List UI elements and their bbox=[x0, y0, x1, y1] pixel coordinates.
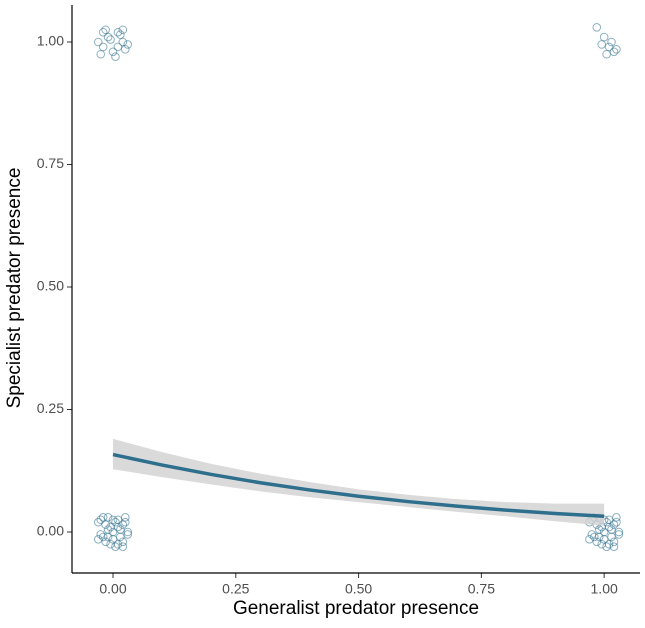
point bbox=[111, 52, 120, 61]
point bbox=[93, 517, 103, 527]
point bbox=[98, 27, 108, 37]
confidence-band bbox=[113, 438, 605, 526]
point bbox=[123, 40, 133, 49]
point bbox=[612, 45, 621, 54]
point bbox=[93, 37, 103, 47]
point bbox=[113, 42, 123, 52]
y-tick-label: 0.00 bbox=[37, 523, 64, 539]
point bbox=[120, 45, 130, 54]
point bbox=[614, 530, 624, 539]
point bbox=[118, 520, 128, 529]
point bbox=[106, 539, 115, 549]
point bbox=[597, 539, 606, 549]
point bbox=[98, 42, 108, 52]
point bbox=[116, 30, 125, 39]
point bbox=[123, 527, 133, 537]
point bbox=[594, 525, 604, 534]
point bbox=[98, 532, 108, 542]
point bbox=[602, 49, 611, 59]
point bbox=[96, 49, 106, 59]
point bbox=[106, 35, 115, 44]
x-tick-label: 0.00 bbox=[99, 581, 126, 597]
point bbox=[103, 512, 113, 522]
point bbox=[587, 530, 597, 539]
point bbox=[101, 520, 110, 529]
point bbox=[118, 542, 128, 551]
point bbox=[118, 25, 128, 35]
point bbox=[612, 512, 621, 522]
point bbox=[103, 525, 113, 534]
point bbox=[614, 527, 624, 537]
point bbox=[607, 532, 616, 542]
x-tick-label: 1.00 bbox=[591, 581, 618, 597]
point bbox=[599, 535, 609, 544]
point bbox=[116, 532, 125, 542]
point bbox=[609, 47, 619, 57]
point bbox=[113, 515, 123, 525]
point bbox=[604, 42, 614, 52]
point bbox=[590, 532, 599, 542]
fit-line bbox=[112, 452, 605, 519]
point bbox=[108, 47, 118, 57]
y-axis-title: Specialist predator presence bbox=[4, 168, 25, 409]
point bbox=[96, 515, 106, 525]
point bbox=[599, 32, 609, 42]
point bbox=[592, 537, 602, 547]
point bbox=[118, 37, 128, 47]
point bbox=[98, 512, 108, 522]
point bbox=[120, 517, 130, 527]
point bbox=[108, 535, 118, 544]
y-tick-label: 0.75 bbox=[37, 155, 64, 171]
point bbox=[592, 22, 602, 32]
point bbox=[96, 530, 106, 539]
point bbox=[111, 517, 120, 527]
x-tick-label: 0.50 bbox=[345, 581, 372, 597]
point bbox=[101, 25, 110, 35]
y-tick-label: 0.25 bbox=[37, 400, 64, 416]
x-tick-label: 0.75 bbox=[468, 581, 495, 597]
point bbox=[123, 530, 133, 539]
point bbox=[101, 537, 110, 547]
point bbox=[612, 517, 621, 527]
point bbox=[120, 512, 130, 522]
point bbox=[103, 32, 113, 42]
x-tick-label: 0.25 bbox=[222, 581, 249, 597]
point bbox=[607, 37, 616, 47]
point bbox=[597, 40, 606, 49]
point bbox=[93, 535, 103, 544]
point bbox=[108, 515, 118, 525]
point bbox=[585, 535, 594, 544]
point bbox=[118, 537, 128, 547]
point bbox=[609, 537, 619, 547]
y-tick-label: 1.00 bbox=[37, 33, 64, 49]
point bbox=[113, 27, 123, 37]
y-tick-label: 0.50 bbox=[37, 278, 64, 294]
point bbox=[609, 520, 619, 529]
point bbox=[609, 542, 619, 551]
point bbox=[604, 515, 614, 525]
x-axis-title: Generalist predator presence bbox=[233, 598, 479, 619]
